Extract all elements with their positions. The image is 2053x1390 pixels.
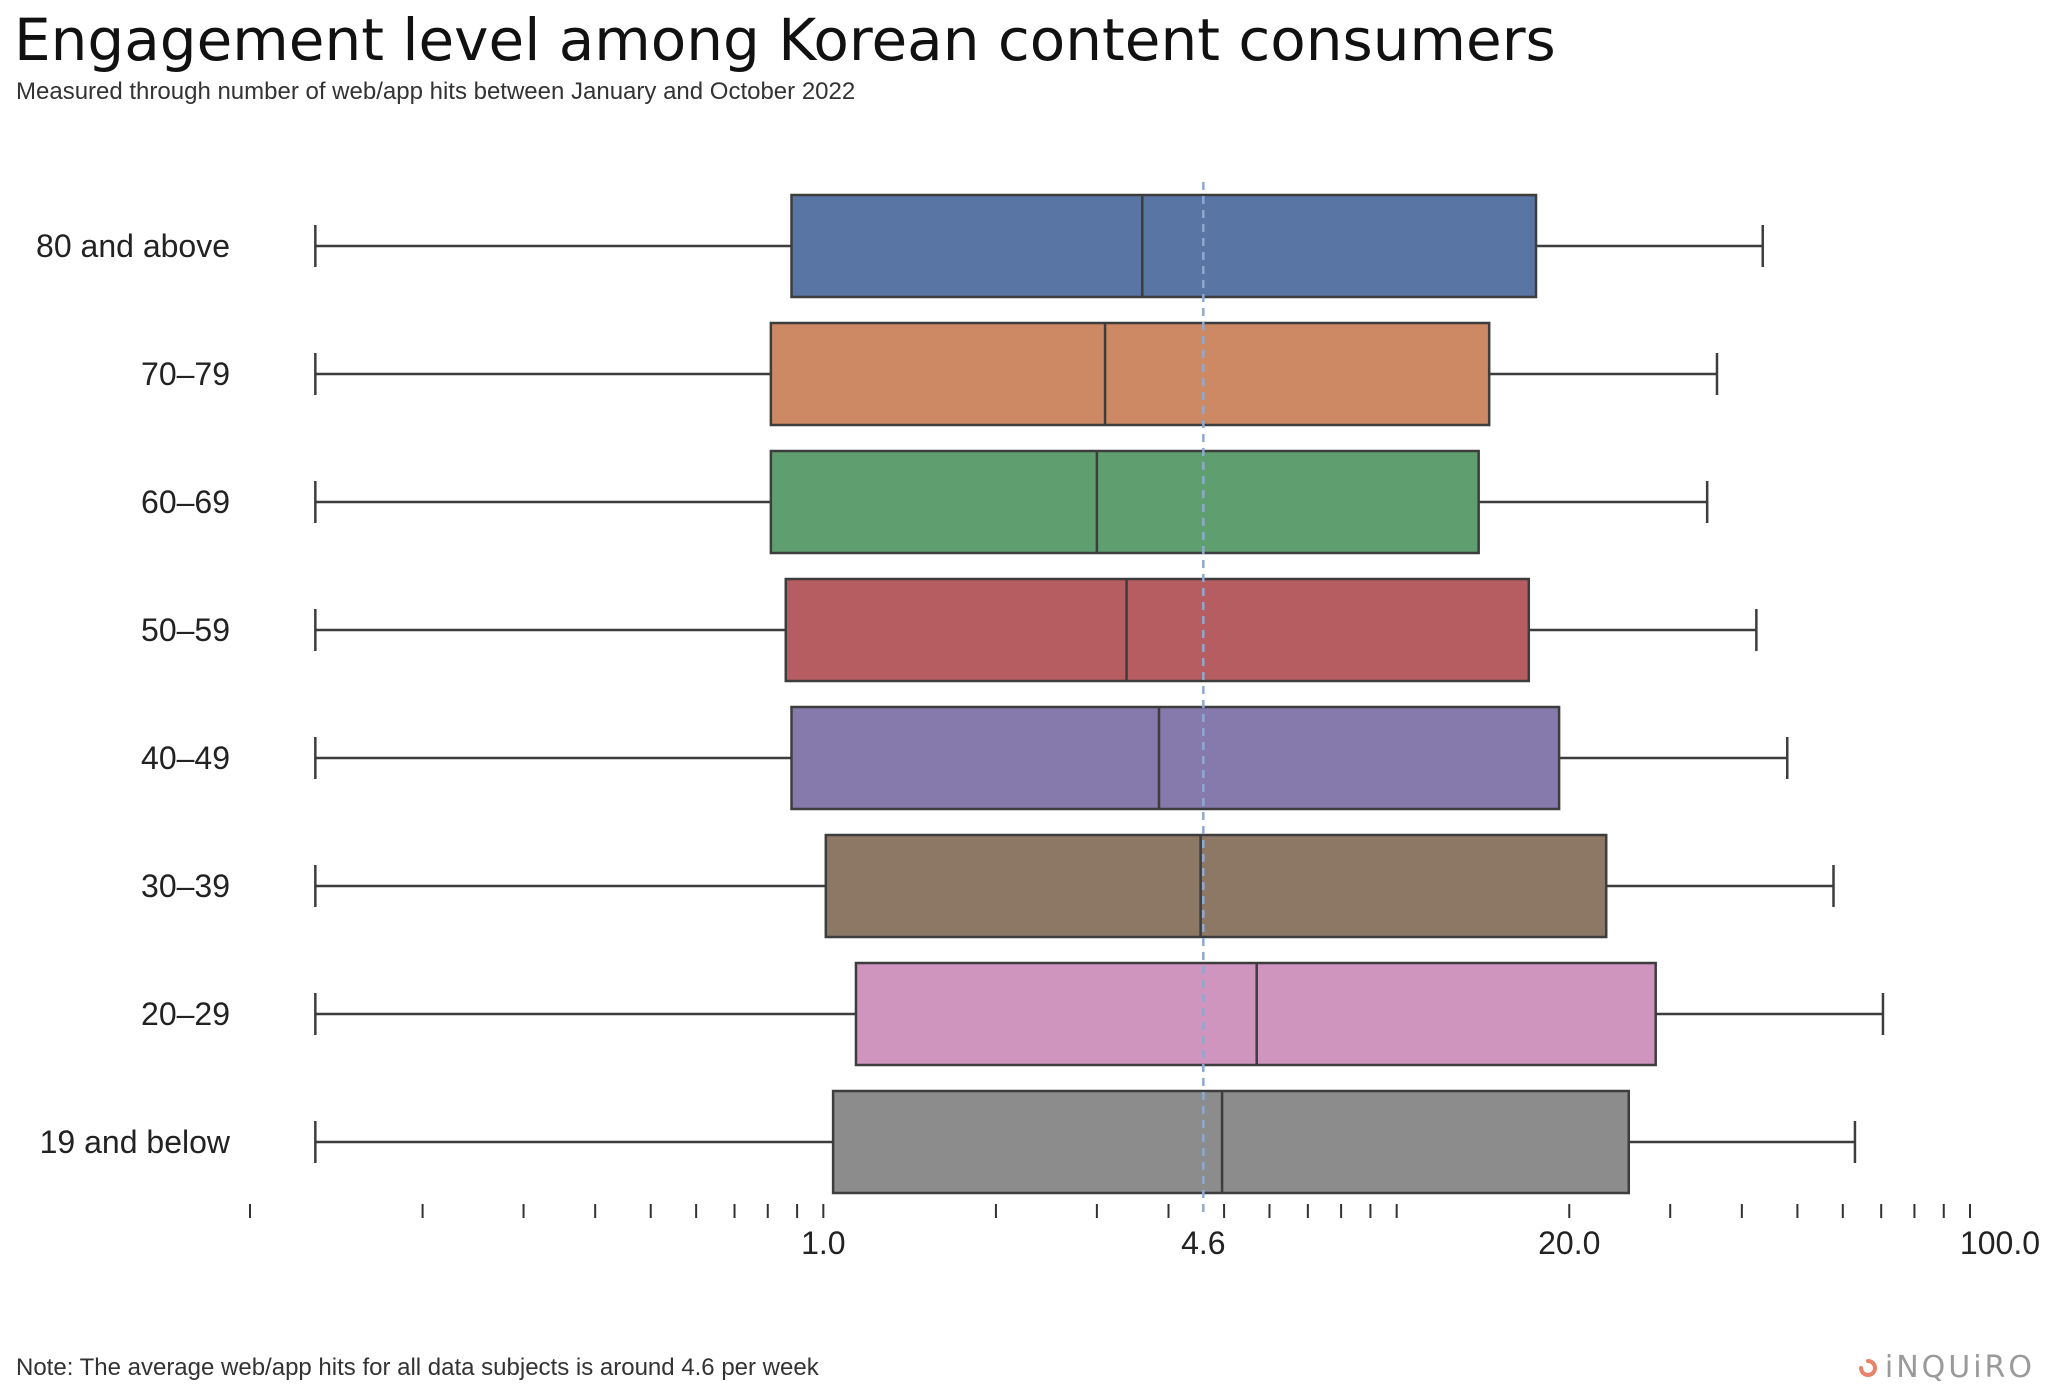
box-iqr bbox=[790, 705, 1561, 811]
category-label: 40–49 bbox=[141, 740, 230, 776]
chart-title: Engagement level among Korean content co… bbox=[14, 6, 1556, 74]
box-group bbox=[314, 705, 1789, 811]
x-axis: 1.0 4.6 20.0 100.0 bbox=[249, 1204, 2040, 1261]
box-iqr bbox=[784, 577, 1531, 683]
x-tick-label: 1.0 bbox=[801, 1225, 845, 1261]
chart-subtitle: Measured through number of web/app hits … bbox=[16, 78, 856, 105]
x-tick-label: 20.0 bbox=[1538, 1225, 1600, 1261]
box-group bbox=[314, 833, 1835, 939]
box-group bbox=[314, 449, 1709, 555]
category-label: 30–39 bbox=[141, 868, 230, 904]
box-group bbox=[314, 1089, 1857, 1195]
y-axis-category-labels: 80 and above 70–79 60–69 50–59 40–49 30–39 20–… bbox=[36, 228, 231, 1160]
box-iqr bbox=[769, 449, 1480, 555]
box-group bbox=[314, 193, 1764, 299]
category-label: 50–59 bbox=[141, 612, 230, 648]
box-group bbox=[314, 577, 1758, 683]
brand-name: iNQUiRO bbox=[1884, 1350, 2035, 1385]
boxplot-chart: 1.0 4.6 20.0 100.0 80 and above 70–79 60–69 50… bbox=[36, 182, 2040, 1261]
box-iqr bbox=[790, 193, 1538, 299]
inquiro-logo-icon bbox=[1858, 1358, 1877, 1377]
box-iqr bbox=[769, 321, 1491, 427]
x-tick-label: 4.6 bbox=[1181, 1225, 1225, 1261]
box-group bbox=[314, 321, 1719, 427]
brand-logo: iNQUiRO bbox=[1857, 1350, 2035, 1385]
category-label: 70–79 bbox=[141, 356, 230, 392]
boxes-layer bbox=[314, 193, 1885, 1195]
footnote: Note: The average web/app hits for all d… bbox=[16, 1354, 819, 1381]
category-label: 80 and above bbox=[36, 228, 230, 264]
box-group bbox=[314, 961, 1885, 1067]
x-tick-label: 100.0 bbox=[1960, 1225, 2040, 1261]
category-label: 20–29 bbox=[141, 996, 230, 1032]
category-label: 19 and below bbox=[40, 1124, 231, 1160]
box-iqr bbox=[824, 833, 1608, 939]
category-label: 60–69 bbox=[141, 484, 230, 520]
box-iqr bbox=[831, 1089, 1631, 1195]
